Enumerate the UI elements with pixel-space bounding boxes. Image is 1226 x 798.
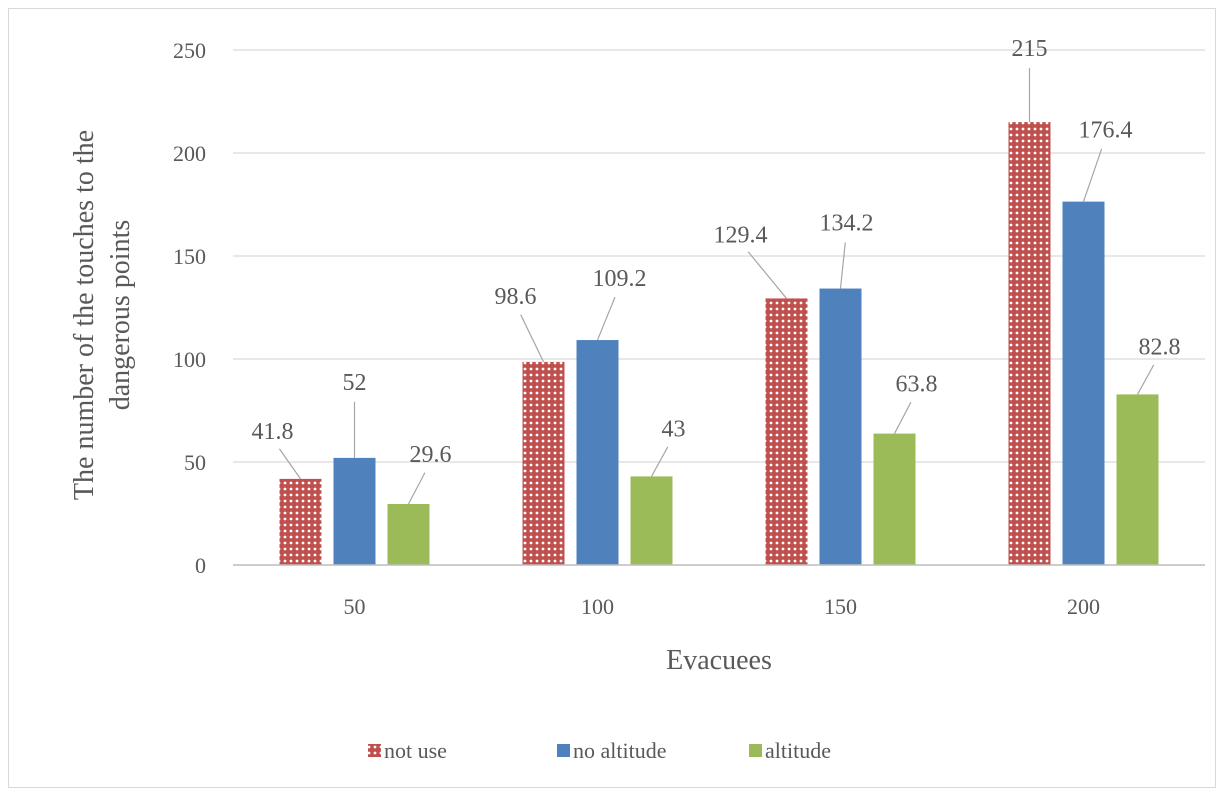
data-label: 82.8 xyxy=(1139,334,1181,360)
data-label-leader xyxy=(839,242,846,289)
y-axis-ticks: 0 50 100 150 200 250 xyxy=(173,38,206,578)
bar-no-altitude-200 xyxy=(1062,201,1105,565)
data-label: 43 xyxy=(662,416,686,442)
x-axis-ticks: 50 100 150 200 xyxy=(233,564,1205,619)
y-tick-label: 50 xyxy=(184,450,206,475)
legend-swatch-not-use xyxy=(368,744,381,757)
data-labels: 41.8 52 29.6 98.6 109.2 43 129.4 134.2 63.8 215 17… xyxy=(252,36,1181,468)
bar-not-use-50 xyxy=(279,478,322,565)
x-axis-title: Evacuees xyxy=(666,645,772,676)
data-label: 29.6 xyxy=(410,442,452,468)
data-label-leader xyxy=(747,251,787,299)
legend-swatch-no-altitude xyxy=(557,744,570,757)
data-label: 41.8 xyxy=(252,419,294,445)
legend-swatch-altitude xyxy=(749,744,762,757)
bar-no-altitude-100 xyxy=(576,340,619,565)
bar-not-use-100 xyxy=(522,361,565,565)
data-label-leader xyxy=(520,314,545,363)
data-label-leader xyxy=(1082,148,1103,202)
data-label-leaders xyxy=(278,68,1155,505)
data-label: 109.2 xyxy=(593,266,647,292)
data-label-leader xyxy=(893,401,912,434)
data-label: 52 xyxy=(343,370,367,396)
gridlines xyxy=(233,49,1205,566)
y-tick-label: 100 xyxy=(173,347,206,372)
y-axis-title-line-1: The number of the touches to the xyxy=(69,130,100,500)
bar-not-use-150 xyxy=(765,298,808,565)
legend-label: not use xyxy=(384,738,447,763)
legend: not use no altitude altitude xyxy=(368,738,831,763)
y-axis-title-line-2: dangerous points xyxy=(105,220,136,411)
bar-altitude-200 xyxy=(1116,394,1159,565)
bars xyxy=(279,122,1159,565)
bar-altitude-50 xyxy=(387,504,430,565)
data-label: 134.2 xyxy=(820,211,874,237)
y-axis-title: The number of the touches to the dangero… xyxy=(69,130,136,500)
legend-label: no altitude xyxy=(573,738,666,763)
data-label: 98.6 xyxy=(495,284,537,310)
data-label: 63.8 xyxy=(896,372,938,398)
data-label: 129.4 xyxy=(714,222,768,248)
y-tick-label: 250 xyxy=(173,38,206,63)
data-label-leader xyxy=(650,446,669,477)
x-tick-label: 50 xyxy=(344,594,366,619)
legend-label: altitude xyxy=(765,738,831,763)
data-label-leader xyxy=(407,472,426,505)
bar-no-altitude-150 xyxy=(819,288,862,565)
data-label: 176.4 xyxy=(1079,118,1133,144)
data-label: 215 xyxy=(1012,36,1048,62)
x-tick-label: 150 xyxy=(824,594,857,619)
y-tick-label: 0 xyxy=(195,553,206,578)
y-tick-label: 200 xyxy=(173,141,206,166)
data-label-leader xyxy=(1136,364,1155,395)
bar-altitude-150 xyxy=(873,433,916,565)
bar-no-altitude-50 xyxy=(333,457,376,565)
data-label-leader xyxy=(278,448,301,480)
bar-altitude-100 xyxy=(630,476,673,565)
y-tick-label: 150 xyxy=(173,244,206,269)
data-label-leader xyxy=(596,296,616,341)
x-tick-label: 100 xyxy=(581,594,614,619)
x-tick-label: 200 xyxy=(1067,594,1100,619)
bar-not-use-200 xyxy=(1008,122,1051,565)
